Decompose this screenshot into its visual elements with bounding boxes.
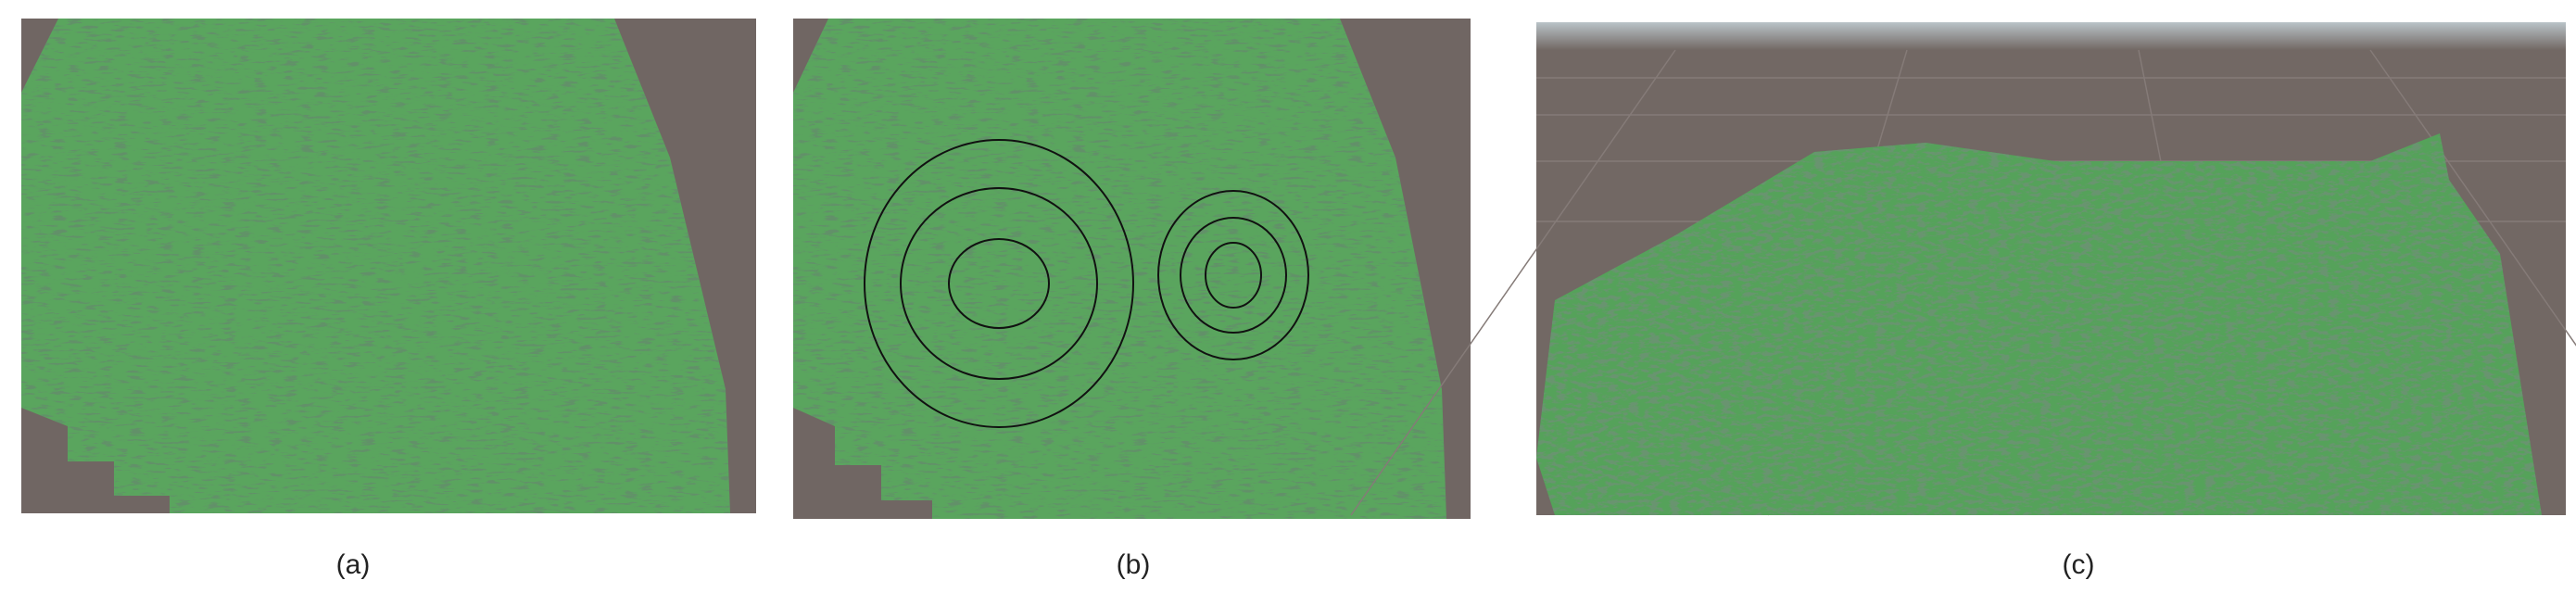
panel-a [21,19,756,513]
terrain-texture [21,19,730,513]
terrain-texture [1536,133,2542,515]
ring [900,187,1098,380]
ring [1205,242,1262,309]
ring [864,139,1134,428]
ring [948,238,1050,329]
circles [864,139,1309,428]
ring [1180,217,1287,334]
panel-c [1350,22,2576,516]
caption: (b) [1117,549,1151,580]
panel-b [793,19,1471,519]
sky [1536,22,2566,50]
caption: (c) [2063,549,2095,580]
caption: (a) [336,549,371,580]
grid-line [1350,49,1676,516]
grid-line [2369,49,2576,347]
ring [1157,190,1309,360]
terrain-texture [793,19,1446,519]
